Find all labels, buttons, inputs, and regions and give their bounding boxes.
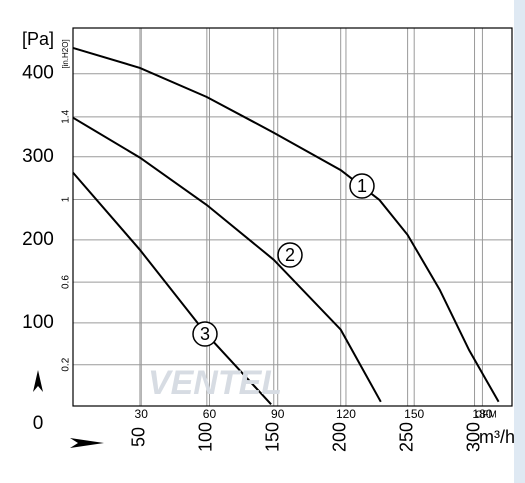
y2-tick-label: 0.6 (61, 275, 72, 289)
x2-tick-label: 120 (336, 407, 356, 421)
up-arrow (33, 370, 43, 392)
curve-label: 2 (285, 245, 295, 265)
x-tick-label: 250 (396, 422, 416, 452)
y-tick-label: 200 (22, 229, 54, 250)
x-tick-label: 300 (463, 422, 483, 452)
curve-label-circle (349, 173, 375, 199)
curve-label: 3 (200, 324, 210, 344)
curve (72, 171, 272, 405)
curve-label: 1 (357, 176, 367, 196)
y-tick-label: 400 (22, 63, 54, 84)
y2-tick-label: 1.4 (61, 109, 72, 123)
curve (72, 116, 382, 403)
x2-tick-label: 150 (404, 407, 424, 421)
y2-tick-label: 1 (61, 196, 72, 202)
x2-tick-label: 90 (271, 407, 285, 421)
x-tick-label: 50 (129, 427, 149, 447)
y2-tick-label: 0.2 (61, 357, 72, 371)
y2-axis-label: [in.H2O] (61, 39, 70, 68)
side-strip (514, 0, 525, 483)
right-arrow (70, 438, 104, 448)
curve-label-circle (192, 321, 218, 347)
curve (72, 46, 500, 403)
watermark: VENTEL (148, 364, 282, 402)
x2-axis-label: CFM (475, 410, 497, 421)
y-tick-label: 0 (33, 413, 44, 434)
x2-tick-label: 180 (472, 407, 492, 421)
x-axis-label: m³/h (479, 427, 515, 447)
plot-frame (72, 27, 513, 407)
x2-tick-label: 60 (203, 407, 217, 421)
y-axis-label: [Pa] (22, 29, 54, 49)
y-tick-label: 100 (22, 312, 54, 333)
x-tick-label: 100 (196, 422, 216, 452)
x2-tick-label: 30 (135, 407, 149, 421)
x-tick-label: 150 (263, 422, 283, 452)
x-tick-label: 200 (329, 422, 349, 452)
curve-label-circle (277, 242, 303, 268)
y-tick-label: 300 (22, 146, 54, 167)
